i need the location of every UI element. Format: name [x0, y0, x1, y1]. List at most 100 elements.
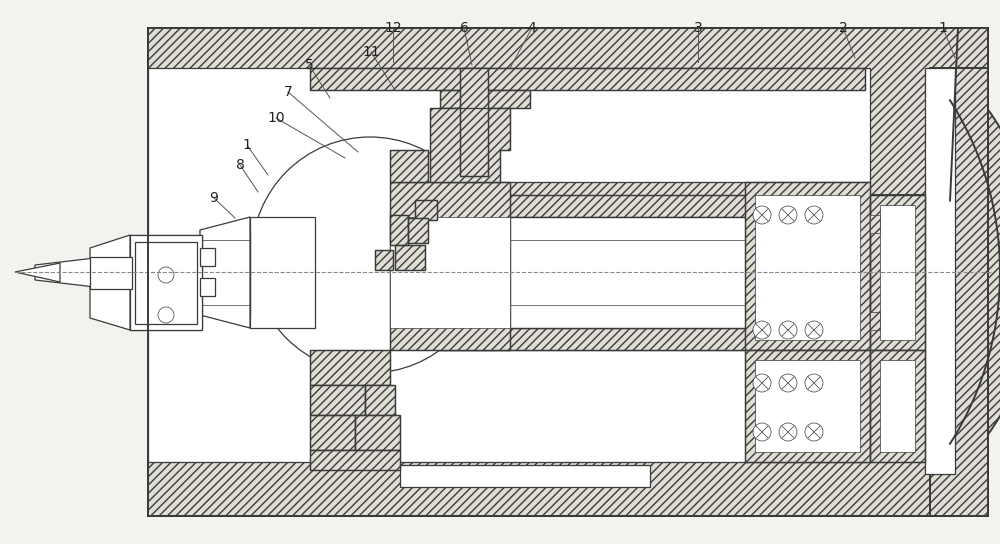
Bar [745, 182, 870, 350]
Polygon shape [90, 235, 130, 330]
Bar [400, 465, 650, 487]
Bar [390, 182, 510, 350]
Bar [365, 385, 395, 415]
Bar [250, 217, 315, 328]
Circle shape [158, 307, 174, 323]
Text: 1: 1 [243, 138, 251, 152]
Text: 8: 8 [236, 158, 244, 172]
Bar [90, 257, 132, 289]
Bar [375, 250, 393, 270]
Bar [745, 350, 870, 462]
Circle shape [779, 321, 797, 339]
Bar [408, 218, 428, 243]
Bar [390, 150, 428, 182]
Bar [310, 415, 355, 450]
Bar [395, 245, 425, 270]
Text: 9: 9 [210, 191, 218, 205]
Bar [755, 195, 860, 340]
Polygon shape [148, 68, 870, 462]
Bar [355, 415, 400, 450]
Text: 1: 1 [939, 21, 947, 35]
Bar [408, 218, 428, 243]
Text: 7: 7 [284, 85, 292, 99]
Bar [310, 450, 400, 470]
Bar [870, 195, 925, 350]
Text: 4: 4 [528, 21, 536, 35]
Circle shape [753, 374, 771, 392]
Bar [395, 245, 425, 270]
Bar [460, 68, 488, 176]
Bar [310, 195, 865, 217]
Bar [310, 328, 865, 350]
Polygon shape [148, 28, 988, 68]
Text: 3: 3 [694, 21, 702, 35]
Circle shape [779, 423, 797, 441]
Text: 11: 11 [362, 45, 380, 59]
Bar [310, 450, 400, 470]
Bar [460, 68, 488, 176]
Bar [390, 215, 408, 245]
Bar [870, 312, 880, 330]
Circle shape [753, 423, 771, 441]
Circle shape [805, 321, 823, 339]
Text: 5: 5 [305, 58, 313, 72]
Bar [365, 385, 395, 415]
Bar [310, 350, 390, 385]
Bar [415, 200, 437, 220]
Text: 12: 12 [384, 21, 402, 35]
Bar [880, 360, 915, 452]
Bar [200, 278, 215, 296]
Bar [355, 415, 400, 450]
Text: 10: 10 [267, 111, 285, 125]
Bar [925, 68, 955, 474]
Bar [755, 360, 860, 452]
Bar [440, 90, 530, 108]
Polygon shape [35, 258, 95, 287]
Bar [310, 195, 865, 217]
Bar [130, 235, 202, 330]
Polygon shape [148, 28, 988, 195]
Polygon shape [148, 350, 988, 516]
Bar [390, 217, 510, 328]
Circle shape [805, 423, 823, 441]
Bar [375, 250, 393, 270]
Bar [310, 68, 865, 90]
Circle shape [779, 374, 797, 392]
Bar [870, 350, 925, 462]
Bar [440, 90, 530, 108]
Bar [880, 205, 915, 340]
Circle shape [753, 321, 771, 339]
Polygon shape [15, 263, 60, 282]
Bar [870, 195, 925, 350]
Bar [310, 217, 865, 328]
Circle shape [805, 206, 823, 224]
Bar [135, 242, 197, 324]
Bar [745, 182, 870, 350]
Bar [310, 385, 365, 415]
Bar [310, 68, 865, 90]
Polygon shape [130, 235, 202, 330]
Circle shape [753, 206, 771, 224]
Bar [745, 350, 870, 462]
Text: 6: 6 [460, 21, 468, 35]
Circle shape [779, 206, 797, 224]
Bar [870, 215, 880, 233]
Polygon shape [148, 28, 1000, 516]
Bar [310, 328, 865, 350]
Circle shape [158, 267, 174, 283]
Bar [870, 350, 925, 462]
Bar [415, 200, 437, 220]
Polygon shape [200, 217, 250, 328]
Bar [200, 248, 215, 266]
Circle shape [252, 137, 488, 373]
Bar [310, 385, 365, 415]
Bar [310, 350, 390, 385]
Bar [200, 230, 250, 315]
Bar [390, 182, 510, 350]
Bar [390, 215, 408, 245]
Bar [310, 415, 355, 450]
Polygon shape [930, 68, 988, 516]
Polygon shape [430, 108, 510, 182]
Text: 2: 2 [839, 21, 847, 35]
Bar [390, 150, 428, 182]
